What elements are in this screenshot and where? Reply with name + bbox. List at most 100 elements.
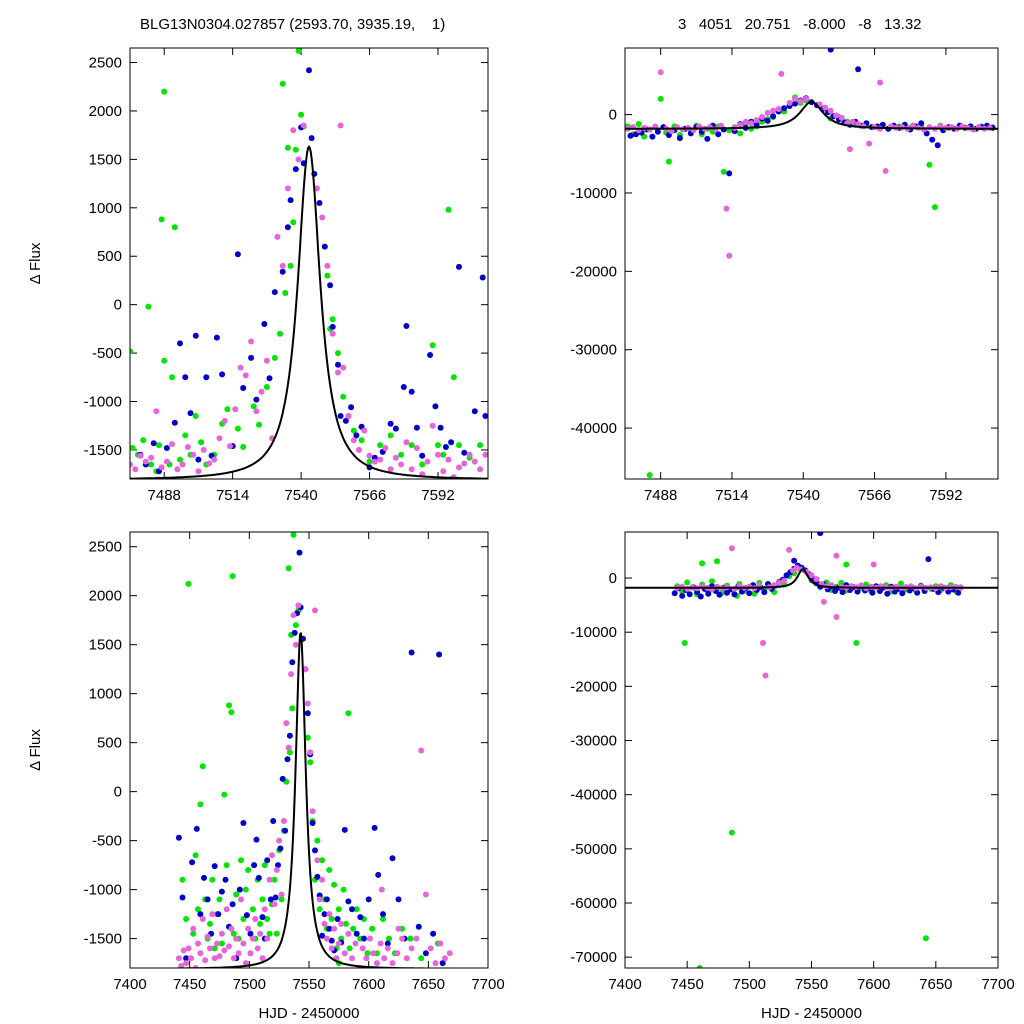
data-point-green bbox=[720, 168, 727, 175]
data-point-green bbox=[259, 896, 266, 903]
data-point-green bbox=[264, 916, 271, 922]
y-axis-label: Δ Flux bbox=[27, 729, 44, 771]
data-point-green bbox=[216, 896, 223, 903]
data-point-magenta bbox=[195, 940, 201, 947]
data-point-blue bbox=[408, 649, 415, 656]
data-point-blue bbox=[437, 424, 444, 431]
data-point-magenta bbox=[257, 930, 264, 937]
y-tick-label: -1000 bbox=[84, 394, 122, 411]
data-point-magenta bbox=[300, 122, 307, 129]
data-point-magenta bbox=[190, 451, 197, 458]
y-tick-label: -500 bbox=[92, 345, 122, 362]
data-point-magenta bbox=[399, 935, 406, 942]
data-point-magenta bbox=[195, 468, 202, 475]
x-tick-label: 7500 bbox=[733, 976, 766, 993]
data-point-blue bbox=[255, 874, 262, 881]
data-point-green bbox=[326, 867, 333, 873]
data-point-magenta bbox=[413, 935, 420, 942]
data-point-magenta bbox=[445, 456, 452, 463]
data-point-magenta bbox=[235, 950, 242, 957]
data-point-magenta bbox=[312, 607, 318, 614]
data-point-blue bbox=[716, 591, 723, 598]
data-point-blue bbox=[839, 589, 846, 596]
y-tick-label: -30000 bbox=[570, 733, 617, 750]
data-point-magenta bbox=[314, 857, 321, 864]
data-point-green bbox=[233, 891, 240, 898]
data-point-magenta bbox=[786, 99, 793, 106]
data-point-green bbox=[635, 121, 642, 127]
data-point-green bbox=[229, 573, 236, 580]
data-point-green bbox=[665, 158, 672, 165]
data-point-green bbox=[284, 144, 291, 151]
data-point-magenta bbox=[307, 749, 314, 756]
data-point-green bbox=[328, 916, 335, 922]
data-point-blue bbox=[341, 826, 348, 833]
data-point-green bbox=[369, 925, 376, 932]
y-tick-label: -70000 bbox=[570, 949, 617, 966]
data-point-magenta bbox=[403, 439, 410, 446]
data-point-magenta bbox=[866, 140, 873, 147]
data-point-magenta bbox=[158, 464, 165, 471]
data-point-green bbox=[435, 442, 441, 449]
y-tick-label: 0 bbox=[114, 784, 122, 801]
data-point-green bbox=[387, 432, 394, 439]
data-point-blue bbox=[335, 361, 341, 368]
data-point-blue bbox=[329, 323, 336, 330]
data-point-green bbox=[230, 930, 237, 937]
data-point-green bbox=[278, 896, 285, 903]
y-tick-label: 1500 bbox=[89, 151, 122, 168]
data-point-green bbox=[728, 829, 735, 836]
data-point-blue bbox=[715, 131, 722, 138]
data-point-blue bbox=[222, 876, 229, 883]
data-point-magenta bbox=[247, 950, 254, 957]
data-point-magenta bbox=[271, 901, 278, 908]
data-point-green bbox=[714, 558, 720, 565]
data-point-green bbox=[249, 906, 256, 913]
data-point-blue bbox=[357, 914, 364, 921]
data-point-magenta bbox=[466, 451, 473, 458]
data-point-blue bbox=[884, 590, 891, 597]
data-point-magenta bbox=[269, 852, 275, 859]
data-point-green bbox=[346, 945, 353, 952]
data-point-green bbox=[737, 130, 744, 137]
data-point-magenta bbox=[216, 953, 223, 960]
data-point-magenta bbox=[838, 114, 845, 121]
panel-top-right: 7488 7514 7540 7566 7592 -40000 -30000 -20000 -1… bbox=[570, 47, 999, 504]
data-point-magenta bbox=[418, 747, 425, 754]
data-point-magenta bbox=[211, 456, 218, 463]
data-point-blue bbox=[182, 374, 189, 381]
data-point-magenta bbox=[737, 121, 744, 128]
data-point-green bbox=[207, 920, 213, 927]
data-point-magenta bbox=[199, 916, 206, 922]
data-point-green bbox=[364, 950, 371, 957]
data-point-blue bbox=[193, 825, 200, 832]
x-tick-label: 7400 bbox=[608, 976, 641, 993]
data-point-blue bbox=[175, 834, 182, 841]
data-point-magenta bbox=[833, 552, 840, 559]
data-point-green bbox=[307, 759, 314, 766]
data-point-blue bbox=[929, 136, 936, 143]
data-point-green bbox=[429, 342, 436, 349]
data-point-green bbox=[646, 472, 653, 479]
data-point-green bbox=[169, 374, 176, 381]
data-point-green bbox=[335, 350, 341, 357]
data-point-blue bbox=[218, 888, 225, 895]
data-point-magenta bbox=[283, 720, 290, 727]
data-point-blue bbox=[327, 282, 334, 289]
y-tick-label: -10000 bbox=[570, 624, 617, 641]
data-point-blue bbox=[389, 855, 396, 862]
y-tick-label: 1000 bbox=[89, 200, 122, 217]
data-point-green bbox=[696, 965, 703, 968]
data-point-blue bbox=[422, 950, 429, 957]
data-point-blue bbox=[296, 549, 303, 556]
data-point-magenta bbox=[424, 458, 431, 465]
data-point-magenta bbox=[258, 388, 265, 395]
data-point-green bbox=[221, 791, 228, 798]
data-point-green bbox=[192, 413, 199, 419]
data-point-blue bbox=[746, 590, 753, 597]
data-point-green bbox=[266, 930, 273, 937]
data-point-blue bbox=[321, 243, 328, 250]
data-point-blue bbox=[326, 925, 333, 932]
data-point-green bbox=[335, 906, 342, 913]
data-point-blue bbox=[955, 589, 962, 596]
